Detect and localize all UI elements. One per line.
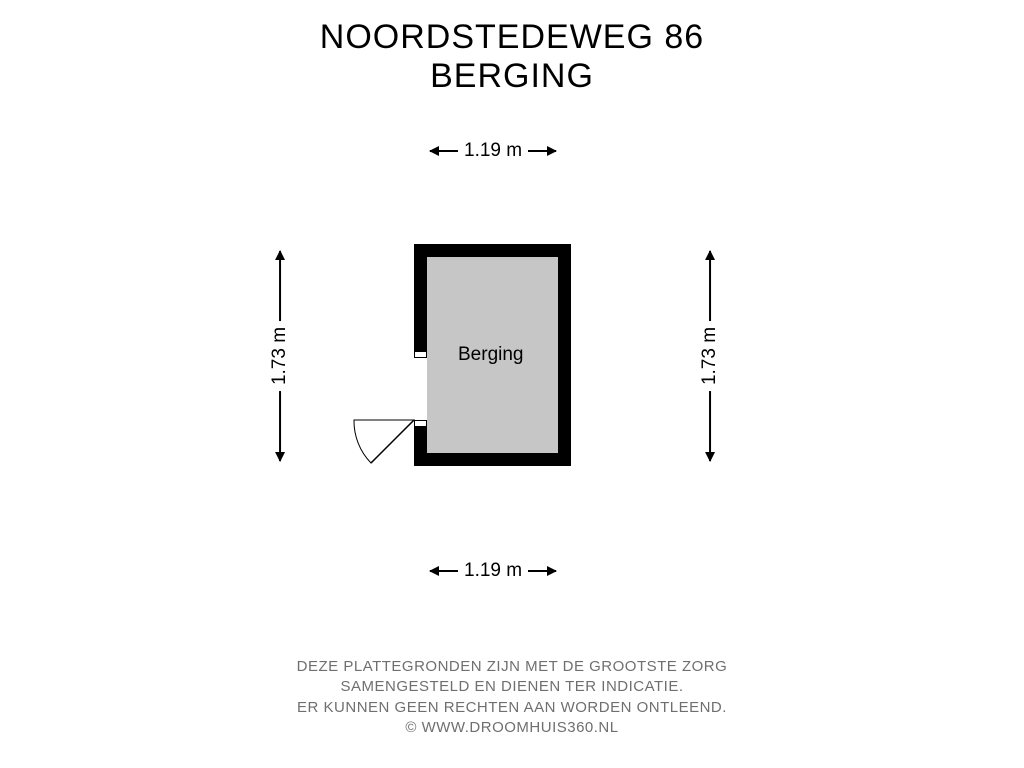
footer-disclaimer: DEZE PLATTEGRONDEN ZIJN MET DE GROOTSTE … bbox=[0, 657, 1024, 738]
door-opening bbox=[414, 358, 427, 420]
room-label: Berging bbox=[458, 344, 524, 366]
dimension-right-value: 1.73 m bbox=[699, 327, 721, 385]
arrow-down-icon bbox=[279, 391, 281, 461]
dimension-bottom-value: 1.19 m bbox=[464, 560, 522, 582]
arrow-up-icon bbox=[709, 251, 711, 321]
arrow-up-icon bbox=[279, 251, 281, 321]
dimension-left-value: 1.73 m bbox=[269, 327, 291, 385]
title-line-1: NOORDSTEDEWEG 86 bbox=[0, 18, 1024, 57]
arrow-left-icon bbox=[430, 570, 458, 572]
dimension-top: 1.19 m bbox=[430, 140, 556, 162]
dimension-bottom: 1.19 m bbox=[430, 560, 556, 582]
arrow-right-icon bbox=[528, 150, 556, 152]
dimension-top-value: 1.19 m bbox=[464, 140, 522, 162]
arrow-right-icon bbox=[528, 570, 556, 572]
door-jamb-bottom bbox=[414, 420, 427, 427]
footer-line-2: SAMENGESTELD EN DIENEN TER INDICATIE. bbox=[0, 677, 1024, 697]
footer-line-4: © WWW.DROOMHUIS360.NL bbox=[0, 718, 1024, 738]
footer-line-1: DEZE PLATTEGRONDEN ZIJN MET DE GROOTSTE … bbox=[0, 657, 1024, 677]
title-block: NOORDSTEDEWEG 86 BERGING bbox=[0, 18, 1024, 96]
footer-line-3: ER KUNNEN GEEN RECHTEN AAN WORDEN ONTLEE… bbox=[0, 698, 1024, 718]
dimension-right: 1.73 m bbox=[699, 251, 721, 461]
arrow-left-icon bbox=[430, 150, 458, 152]
arrow-down-icon bbox=[709, 391, 711, 461]
door-jamb-top bbox=[414, 351, 427, 358]
dimension-left: 1.73 m bbox=[269, 251, 291, 461]
title-line-2: BERGING bbox=[0, 57, 1024, 96]
